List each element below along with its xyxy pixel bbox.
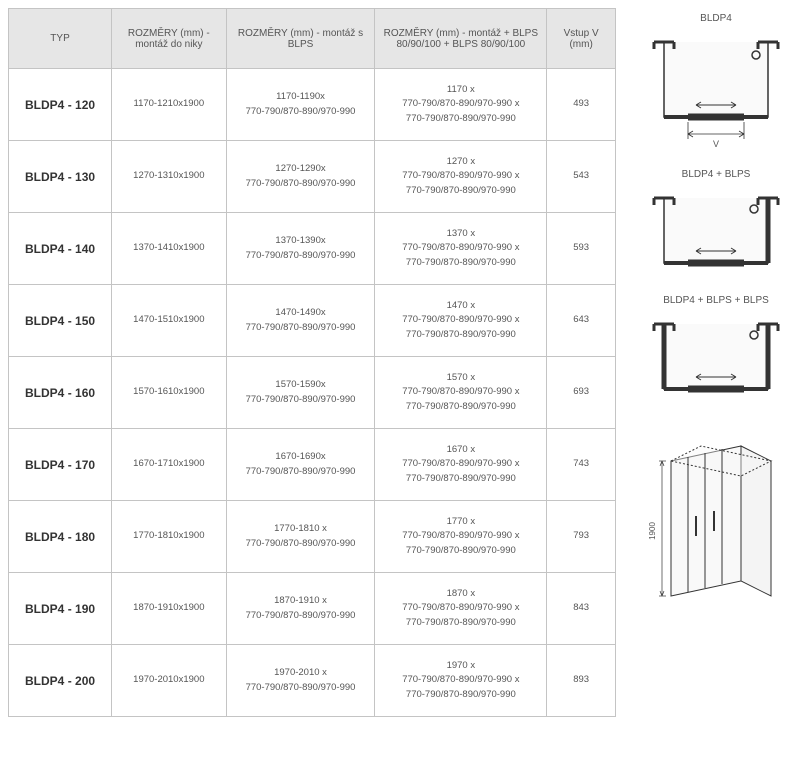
cell-niky: 1470-1510x1900 <box>112 285 227 357</box>
cell-niky: 1870-1910x1900 <box>112 573 227 645</box>
cell-blps: 1570-1590x770-790/870-890/970-990 <box>226 357 375 429</box>
diagram-svg-3d: 1900 <box>641 421 791 621</box>
table-row: BLDP4 - 1801770-1810x19001770-1810 x770-… <box>9 501 616 573</box>
cell-vstup: 743 <box>547 429 616 501</box>
cell-blps2: 1970 x770-790/870-890/970-990 x770-790/8… <box>375 645 547 717</box>
cell-vstup: 693 <box>547 357 616 429</box>
diagram-svg-1: V <box>646 27 786 157</box>
cell-blps: 1970-2010 x770-790/870-890/970-990 <box>226 645 375 717</box>
cell-type: BLDP4 - 160 <box>9 357 112 429</box>
dimensions-table-section: TYP ROZMĚRY (mm) - montáž do niky ROZMĚR… <box>8 8 616 717</box>
diagrams-panel: BLDP4 V BLDP4 + <box>631 8 801 717</box>
cell-niky: 1170-1210x1900 <box>112 69 227 141</box>
col-header-type: TYP <box>9 9 112 69</box>
cell-type: BLDP4 - 130 <box>9 141 112 213</box>
cell-vstup: 843 <box>547 573 616 645</box>
cell-vstup: 543 <box>547 141 616 213</box>
cell-blps2: 1870 x770-790/870-890/970-990 x770-790/8… <box>375 573 547 645</box>
table-header-row: TYP ROZMĚRY (mm) - montáž do niky ROZMĚR… <box>9 9 616 69</box>
cell-type: BLDP4 - 180 <box>9 501 112 573</box>
cell-niky: 1270-1310x1900 <box>112 141 227 213</box>
table-row: BLDP4 - 1701670-1710x19001670-1690x770-7… <box>9 429 616 501</box>
cell-type: BLDP4 - 120 <box>9 69 112 141</box>
col-header-blps2: ROZMĚRY (mm) - montáž + BLPS 80/90/100 +… <box>375 9 547 69</box>
cell-blps: 1770-1810 x770-790/870-890/970-990 <box>226 501 375 573</box>
col-header-niky: ROZMĚRY (mm) - montáž do niky <box>112 9 227 69</box>
cell-vstup: 793 <box>547 501 616 573</box>
cell-vstup: 593 <box>547 213 616 285</box>
cell-blps2: 1370 x770-790/870-890/970-990 x770-790/8… <box>375 213 547 285</box>
cell-blps2: 1470 x770-790/870-890/970-990 x770-790/8… <box>375 285 547 357</box>
dimensions-table: TYP ROZMĚRY (mm) - montáž do niky ROZMĚR… <box>8 8 616 717</box>
cell-niky: 1970-2010x1900 <box>112 645 227 717</box>
diagram-svg-3 <box>646 309 786 409</box>
table-row: BLDP4 - 1601570-1610x19001570-1590x770-7… <box>9 357 616 429</box>
diagram-label-2: BLDP4 + BLPS <box>682 169 751 180</box>
table-row: BLDP4 - 1901870-1910x19001870-1910 x770-… <box>9 573 616 645</box>
table-row: BLDP4 - 1201170-1210x19001170-1190x770-7… <box>9 69 616 141</box>
cell-blps: 1470-1490x770-790/870-890/970-990 <box>226 285 375 357</box>
cell-blps2: 1770 x770-790/870-890/970-990 x770-790/8… <box>375 501 547 573</box>
cell-blps: 1670-1690x770-790/870-890/970-990 <box>226 429 375 501</box>
table-row: BLDP4 - 1401370-1410x19001370-1390x770-7… <box>9 213 616 285</box>
cell-blps: 1370-1390x770-790/870-890/970-990 <box>226 213 375 285</box>
table-row: BLDP4 - 1301270-1310x19001270-1290x770-7… <box>9 141 616 213</box>
cell-vstup: 643 <box>547 285 616 357</box>
diagram-bldp4-blps: BLDP4 + BLPS <box>646 169 786 283</box>
diagram-bldp4: BLDP4 V <box>646 13 786 157</box>
cell-type: BLDP4 - 190 <box>9 573 112 645</box>
diagram-svg-2 <box>646 183 786 283</box>
cell-blps: 1870-1910 x770-790/870-890/970-990 <box>226 573 375 645</box>
diagram-bldp4-blps-blps: BLDP4 + BLPS + BLPS <box>646 295 786 409</box>
cell-vstup: 893 <box>547 645 616 717</box>
cell-niky: 1770-1810x1900 <box>112 501 227 573</box>
v-label: V <box>713 139 719 149</box>
cell-niky: 1370-1410x1900 <box>112 213 227 285</box>
table-row: BLDP4 - 2001970-2010x19001970-2010 x770-… <box>9 645 616 717</box>
cell-blps2: 1170 x770-790/870-890/970-990 x770-790/8… <box>375 69 547 141</box>
cell-blps2: 1670 x770-790/870-890/970-990 x770-790/8… <box>375 429 547 501</box>
cell-vstup: 493 <box>547 69 616 141</box>
cell-blps2: 1270 x770-790/870-890/970-990 x770-790/8… <box>375 141 547 213</box>
cell-blps2: 1570 x770-790/870-890/970-990 x770-790/8… <box>375 357 547 429</box>
diagram-label-1: BLDP4 <box>700 13 732 24</box>
diagram-label-3: BLDP4 + BLPS + BLPS <box>663 295 769 306</box>
cell-blps: 1270-1290x770-790/870-890/970-990 <box>226 141 375 213</box>
height-label: 1900 <box>648 522 657 540</box>
cell-blps: 1170-1190x770-790/870-890/970-990 <box>226 69 375 141</box>
col-header-blps: ROZMĚRY (mm) - montáž s BLPS <box>226 9 375 69</box>
col-header-vstup: Vstup V (mm) <box>547 9 616 69</box>
table-row: BLDP4 - 1501470-1510x19001470-1490x770-7… <box>9 285 616 357</box>
cell-type: BLDP4 - 200 <box>9 645 112 717</box>
cell-type: BLDP4 - 170 <box>9 429 112 501</box>
diagram-3d: 1900 <box>641 421 791 621</box>
cell-niky: 1670-1710x1900 <box>112 429 227 501</box>
cell-type: BLDP4 - 140 <box>9 213 112 285</box>
cell-niky: 1570-1610x1900 <box>112 357 227 429</box>
cell-type: BLDP4 - 150 <box>9 285 112 357</box>
